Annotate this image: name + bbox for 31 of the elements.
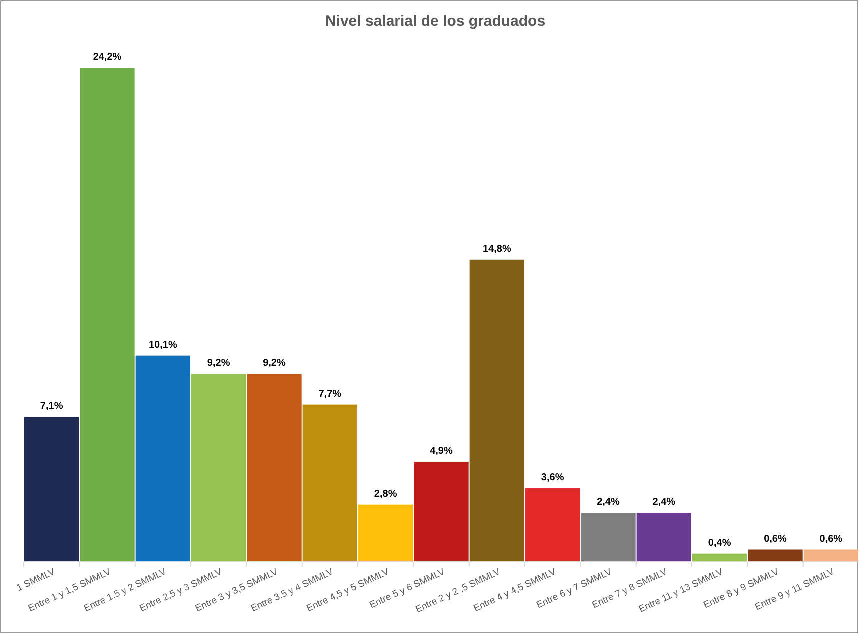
- data-label: 10,1%: [148, 340, 178, 351]
- bar: [24, 417, 80, 562]
- bar: [526, 488, 580, 562]
- bar: [358, 504, 414, 562]
- bar: [136, 356, 190, 562]
- bar: [636, 513, 692, 562]
- data-label: 4,9%: [430, 446, 454, 457]
- bar: [692, 554, 748, 562]
- data-label: 7,7%: [318, 388, 342, 400]
- data-label: 14,8%: [482, 244, 512, 255]
- data-label: 3,6%: [541, 472, 564, 484]
- data-label: 9,2%: [263, 358, 286, 370]
- chart-title: Nivel salarial de los graduados: [325, 13, 546, 30]
- bar: [581, 513, 636, 562]
- data-label: 24,2%: [93, 52, 122, 63]
- data-label: 0,6%: [820, 534, 843, 545]
- bar: [80, 68, 135, 562]
- data-label: 0,6%: [764, 534, 788, 545]
- data-label: 2,4%: [597, 497, 620, 508]
- bar: [804, 550, 858, 562]
- bar: [414, 462, 469, 562]
- bar: [247, 374, 302, 562]
- data-label: 2,4%: [652, 497, 676, 508]
- bar: [192, 374, 246, 562]
- data-label: 2,8%: [374, 488, 398, 500]
- bar: [470, 260, 524, 562]
- data-label: 9,2%: [207, 358, 230, 370]
- data-label: 0,4%: [708, 538, 732, 549]
- data-label: 7,1%: [40, 401, 64, 412]
- bar: [748, 550, 803, 562]
- bar: [302, 404, 358, 562]
